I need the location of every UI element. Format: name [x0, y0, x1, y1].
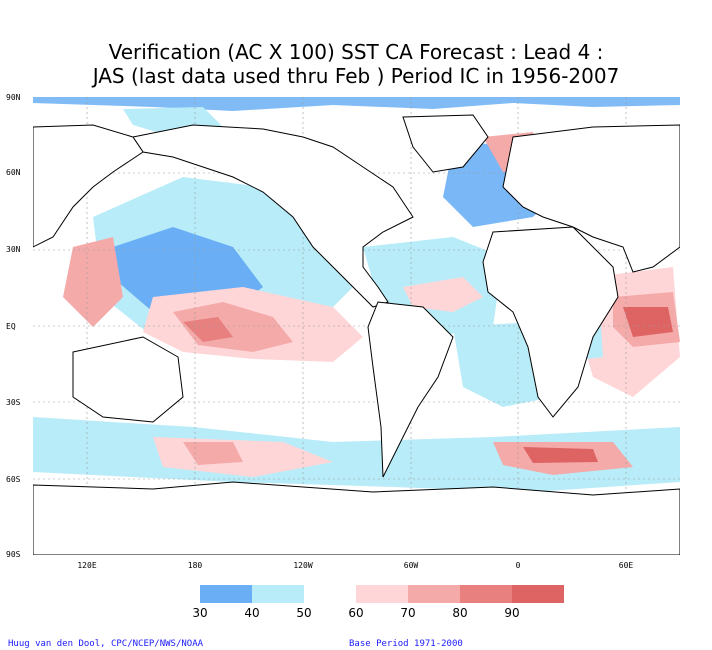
legend-label-80: 80: [452, 606, 468, 620]
legend-swatch-80-90: [460, 585, 512, 603]
lat-label-90s: 90S: [6, 550, 21, 559]
legend-swatch-70-80: [408, 585, 460, 603]
lon-label-60e: 60E: [618, 561, 634, 570]
lat-label-30s: 30S: [6, 398, 21, 407]
legend-swatch-90-plus: [512, 585, 564, 603]
author-credit: Huug van den Dool, CPC/NCEP/NWS/NOAA: [8, 639, 204, 649]
lat-label-60n: 60N: [6, 168, 21, 177]
base-period-note: Base Period 1971-2000: [349, 639, 463, 649]
legend-swatch-60-70: [356, 585, 408, 603]
lon-label-0: 0: [515, 561, 521, 570]
chart-title-line-1: Verification (AC X 100) SST CA Forecast …: [108, 40, 604, 64]
legend-swatch-40-50: [252, 585, 304, 603]
legend-swatch-50-60: [304, 585, 356, 603]
legend-label-30: 30: [192, 606, 208, 620]
chart-title-line-2: JAS (last data used thru Feb ) Period IC…: [92, 64, 620, 88]
legend-label-60: 60: [348, 606, 364, 620]
legend-label-90: 90: [504, 606, 520, 620]
sst-correlation-map: [33, 97, 680, 555]
coastlines: [33, 114, 680, 555]
lon-label-180: 180: [187, 561, 203, 570]
legend-label-50: 50: [296, 606, 312, 620]
lat-label-60s: 60S: [6, 475, 21, 484]
legend-label-40: 40: [244, 606, 260, 620]
lon-label-60w: 60W: [403, 561, 419, 570]
lat-label-90n: 90N: [6, 93, 21, 102]
lon-label-120w: 120W: [293, 561, 313, 570]
lon-label-120e: 120E: [77, 561, 97, 570]
legend-swatch-30-40: [200, 585, 252, 603]
legend-label-70: 70: [400, 606, 416, 620]
lat-label-eq: EQ: [6, 322, 16, 331]
lat-label-30n: 30N: [6, 245, 21, 254]
